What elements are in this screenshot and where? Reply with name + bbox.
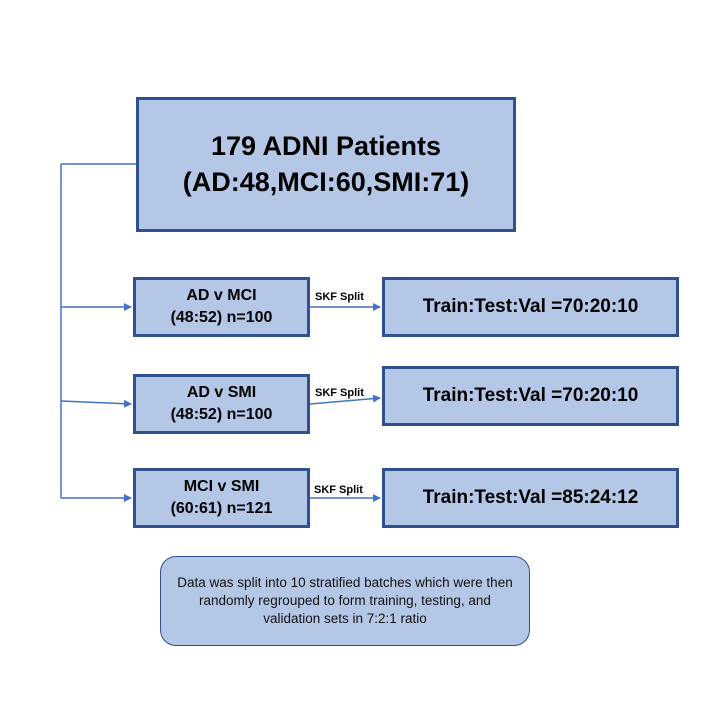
- result-ratio: Train:Test:Val =70:20:10: [422, 296, 639, 317]
- split-label: SKF Split: [315, 291, 364, 303]
- root-title: 179 ADNI Patients: [210, 130, 442, 161]
- group-count: (60:61) n=121: [170, 500, 273, 517]
- split-label: SKF Split: [315, 387, 364, 399]
- group-box-ad-v-mci: AD v MCI (48:52) n=100: [133, 277, 310, 337]
- note-box: Data was split into 10 stratified batche…: [160, 556, 530, 646]
- group-box-ad-v-smi: AD v SMI (48:52) n=100: [133, 374, 310, 434]
- result-box-1: Train:Test:Val =70:20:10: [382, 277, 679, 337]
- split-arrow-2: [309, 394, 381, 405]
- result-ratio: Train:Test:Val =85:24:12: [422, 487, 639, 508]
- group-title: MCI v SMI: [183, 477, 260, 495]
- result-ratio: Train:Test:Val =70:20:10: [422, 385, 639, 406]
- branch-arrow-2: [60, 399, 132, 408]
- group-box-mci-v-smi: MCI v SMI (60:61) n=121: [133, 468, 310, 528]
- split-label: SKF Split: [314, 484, 363, 496]
- group-title: AD v MCI: [186, 286, 257, 304]
- group-title: AD v SMI: [186, 383, 257, 401]
- note-text: Data was split into 10 stratified batche…: [177, 574, 513, 627]
- root-subtitle: (AD:48,MCI:60,SMI:71): [182, 166, 470, 197]
- group-count: (48:52) n=100: [170, 406, 273, 423]
- group-count: (48:52) n=100: [170, 309, 273, 326]
- result-box-2: Train:Test:Val =70:20:10: [382, 366, 679, 426]
- root-patients-box: 179 ADNI Patients (AD:48,MCI:60,SMI:71): [136, 97, 516, 232]
- result-box-3: Train:Test:Val =85:24:12: [382, 468, 679, 528]
